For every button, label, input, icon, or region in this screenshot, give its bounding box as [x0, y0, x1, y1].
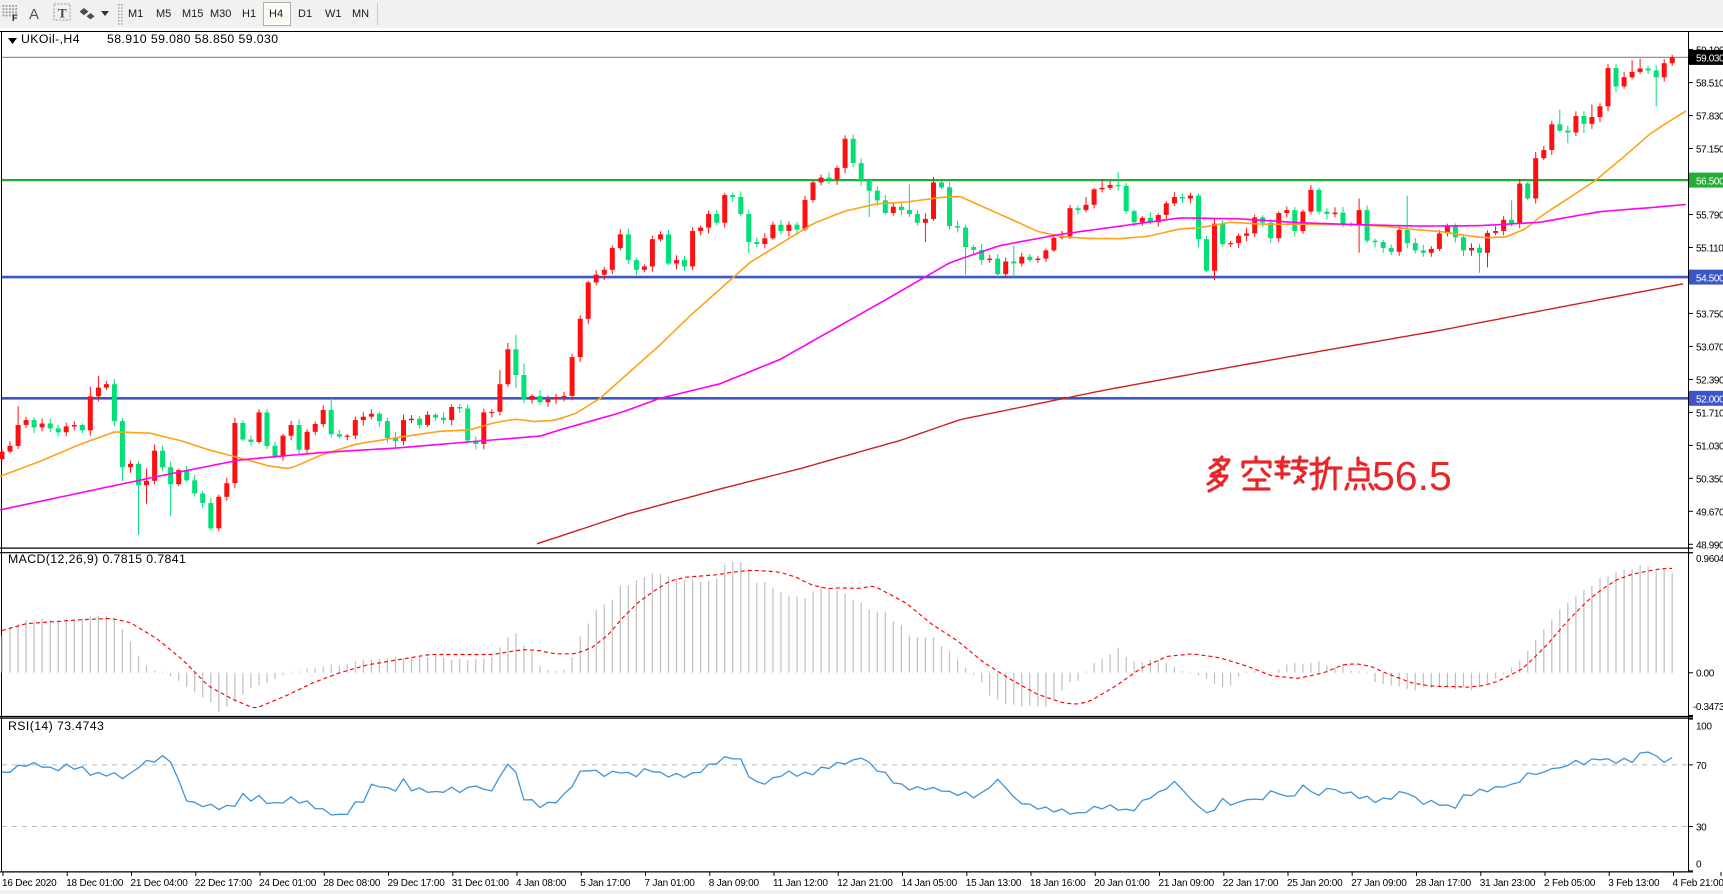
svg-text:100: 100 — [1696, 722, 1712, 733]
svg-text:24 Dec 01:00: 24 Dec 01:00 — [259, 878, 317, 889]
svg-text:57.150: 57.150 — [1696, 145, 1723, 156]
svg-text:51.710: 51.710 — [1696, 408, 1723, 419]
svg-text:25 Jan 20:00: 25 Jan 20:00 — [1287, 878, 1343, 889]
svg-text:4 Feb 21:00: 4 Feb 21:00 — [1673, 878, 1723, 889]
svg-text:30: 30 — [1696, 823, 1707, 834]
svg-text:70: 70 — [1696, 761, 1707, 772]
svg-text:55.790: 55.790 — [1696, 211, 1723, 222]
svg-text:21 Dec 04:00: 21 Dec 04:00 — [131, 878, 189, 889]
svg-text:28 Jan 17:00: 28 Jan 17:00 — [1416, 878, 1472, 889]
svg-text:31 Jan 23:00: 31 Jan 23:00 — [1480, 878, 1536, 889]
svg-text:T: T — [58, 6, 67, 21]
svg-text:20 Jan 01:00: 20 Jan 01:00 — [1094, 878, 1150, 889]
svg-text:15 Jan 13:00: 15 Jan 13:00 — [966, 878, 1022, 889]
svg-text:RSI(14) 73.4743: RSI(14) 73.4743 — [8, 719, 104, 733]
svg-text:57.830: 57.830 — [1696, 112, 1723, 123]
svg-text:MACD(12,26,9) 0.7815 0.7841: MACD(12,26,9) 0.7815 0.7841 — [8, 552, 186, 566]
svg-text:3 Feb 13:00: 3 Feb 13:00 — [1608, 878, 1660, 889]
svg-text:14 Jan 05:00: 14 Jan 05:00 — [902, 878, 958, 889]
svg-text:0.9604: 0.9604 — [1696, 554, 1723, 565]
svg-text:7 Jan 01:00: 7 Jan 01:00 — [645, 878, 696, 889]
svg-text:56.5: 56.5 — [1372, 453, 1452, 499]
svg-text:UKOil-,H4: UKOil-,H4 — [21, 32, 80, 46]
svg-text:56.500: 56.500 — [1696, 176, 1723, 187]
svg-text:53.750: 53.750 — [1696, 309, 1723, 320]
svg-text:55.110: 55.110 — [1696, 244, 1723, 255]
svg-text:-0.3473: -0.3473 — [1693, 702, 1723, 713]
svg-text:52.000: 52.000 — [1696, 395, 1723, 406]
svg-text:5 Jan 17:00: 5 Jan 17:00 — [580, 878, 631, 889]
svg-text:28 Dec 08:00: 28 Dec 08:00 — [323, 878, 381, 889]
svg-text:4 Jan 08:00: 4 Jan 08:00 — [516, 878, 567, 889]
svg-text:29 Dec 17:00: 29 Dec 17:00 — [388, 878, 446, 889]
svg-text:31 Dec 01:00: 31 Dec 01:00 — [452, 878, 510, 889]
svg-text:12 Jan 21:00: 12 Jan 21:00 — [837, 878, 893, 889]
svg-text:53.070: 53.070 — [1696, 342, 1723, 353]
svg-text:49.670: 49.670 — [1696, 507, 1723, 518]
svg-text:16 Dec 2020: 16 Dec 2020 — [2, 878, 57, 889]
svg-text:21 Jan 09:00: 21 Jan 09:00 — [1159, 878, 1215, 889]
svg-text:58.510: 58.510 — [1696, 79, 1723, 90]
svg-text:A: A — [29, 6, 39, 23]
svg-text:18 Jan 16:00: 18 Jan 16:00 — [1030, 878, 1086, 889]
svg-text:8 Jan 09:00: 8 Jan 09:00 — [709, 878, 760, 889]
svg-text:11 Jan 12:00: 11 Jan 12:00 — [773, 878, 828, 889]
svg-text:0: 0 — [1696, 859, 1702, 870]
svg-text:50.350: 50.350 — [1696, 474, 1723, 485]
svg-text:52.390: 52.390 — [1696, 375, 1723, 386]
svg-text:59.030: 59.030 — [1696, 54, 1723, 65]
svg-text:18 Dec 01:00: 18 Dec 01:00 — [66, 878, 124, 889]
svg-text:2 Feb 05:00: 2 Feb 05:00 — [1544, 878, 1596, 889]
svg-text:0.00: 0.00 — [1696, 669, 1715, 680]
svg-text:48.990: 48.990 — [1696, 540, 1723, 551]
svg-text:54.500: 54.500 — [1696, 273, 1723, 284]
svg-text:22 Jan 17:00: 22 Jan 17:00 — [1223, 878, 1279, 889]
svg-text:27 Jan 09:00: 27 Jan 09:00 — [1351, 878, 1407, 889]
svg-text:F: F — [12, 13, 18, 23]
svg-text:58.910 59.080 58.850 59.030: 58.910 59.080 58.850 59.030 — [107, 32, 279, 46]
svg-text:22 Dec 17:00: 22 Dec 17:00 — [195, 878, 253, 889]
svg-text:51.030: 51.030 — [1696, 441, 1723, 452]
